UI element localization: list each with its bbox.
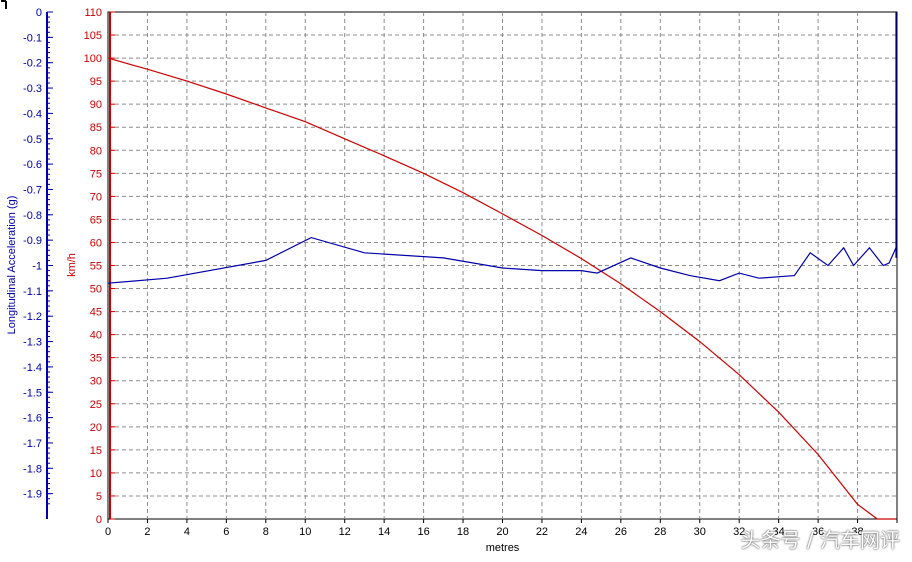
acc-tick-label: -1.8 xyxy=(23,463,42,475)
speed-tick-label: 60 xyxy=(90,237,102,249)
x-tick-label: 12 xyxy=(339,526,351,538)
x-tick-label: 22 xyxy=(536,526,548,538)
speed-tick-label: 20 xyxy=(90,422,102,434)
x-tick-label: 26 xyxy=(615,526,627,538)
speed-tick-label: 5 xyxy=(96,491,102,503)
x-tick-label: 36 xyxy=(812,526,824,538)
speed-tick-label: 25 xyxy=(90,399,102,411)
acc-tick-label: -1.2 xyxy=(23,311,42,323)
speed-tick-label: 100 xyxy=(84,53,102,65)
acc-tick-label: -1.6 xyxy=(23,413,42,425)
speed-tick-label: 65 xyxy=(90,214,102,226)
x-tick-label: 34 xyxy=(773,526,785,538)
x-tick-label: 30 xyxy=(694,526,706,538)
x-tick-label: 24 xyxy=(575,526,587,538)
speed-tick-label: 15 xyxy=(90,445,102,457)
speed-tick-label: 55 xyxy=(90,261,102,273)
x-tick-label: 20 xyxy=(496,526,508,538)
acc-tick-label: -0.7 xyxy=(23,184,42,196)
acc-tick-label: -0.1 xyxy=(23,32,42,44)
speed-tick-label: 75 xyxy=(90,168,102,180)
x-tick-label: 2 xyxy=(144,526,150,538)
x-tick-label: 14 xyxy=(378,526,390,538)
acc-axis-label: Longitudinal Acceleration (g) xyxy=(6,196,18,335)
x-tick-label: 16 xyxy=(417,526,429,538)
x-tick-label: 0 xyxy=(105,526,111,538)
x-tick-label: 6 xyxy=(223,526,229,538)
acc-tick-label: -1.9 xyxy=(23,489,42,501)
acc-tick-label: -0.9 xyxy=(23,235,42,247)
x-axis-label: metres xyxy=(486,542,520,554)
acc-tick-label: 0 xyxy=(36,7,42,19)
acc-tick-label: -1.3 xyxy=(23,337,42,349)
acc-tick-label: -0.8 xyxy=(23,210,42,222)
speed-tick-label: 10 xyxy=(90,468,102,480)
acc-tick-label: -1.4 xyxy=(23,362,42,374)
speed-tick-label: 90 xyxy=(90,99,102,111)
acc-tick-label: -1.5 xyxy=(23,387,42,399)
speed-tick-label: 105 xyxy=(84,30,102,42)
watermark-text: 头条号 / 汽车网评 xyxy=(740,528,900,552)
x-tick-label: 8 xyxy=(263,526,269,538)
x-tick-label: 10 xyxy=(299,526,311,538)
acc-tick-label: -1 xyxy=(32,261,42,273)
speed-tick-label: 0 xyxy=(96,514,102,526)
acc-tick-label: -0.6 xyxy=(23,159,42,171)
acc-tick-label: -0.5 xyxy=(23,134,42,146)
speed-tick-label: 40 xyxy=(90,330,102,342)
speed-axis-label: km/h xyxy=(66,253,78,277)
speed-tick-label: 45 xyxy=(90,307,102,319)
x-tick-label: 38 xyxy=(851,526,863,538)
speed-tick-label: 110 xyxy=(84,7,102,19)
acceleration-series-line xyxy=(107,12,897,284)
speed-tick-label: 80 xyxy=(90,145,102,157)
acc-tick-label: -1.7 xyxy=(23,438,42,450)
x-tick-label: 4 xyxy=(184,526,190,538)
speed-tick-label: 85 xyxy=(90,122,102,134)
x-tick-label: 32 xyxy=(733,526,745,538)
acc-tick-label: -0.4 xyxy=(23,108,42,120)
acc-tick-label: -0.3 xyxy=(23,83,42,95)
acc-tick-label: -1.1 xyxy=(23,286,42,298)
x-tick-label: 28 xyxy=(654,526,666,538)
speed-tick-label: 35 xyxy=(90,353,102,365)
x-tick-label: 18 xyxy=(457,526,469,538)
speed-series-line xyxy=(107,57,896,520)
acc-tick-label: -0.2 xyxy=(23,58,42,70)
speed-tick-label: 95 xyxy=(90,76,102,88)
speed-tick-label: 70 xyxy=(90,191,102,203)
speed-tick-label: 30 xyxy=(90,376,102,388)
speed-tick-label: 50 xyxy=(90,284,102,296)
